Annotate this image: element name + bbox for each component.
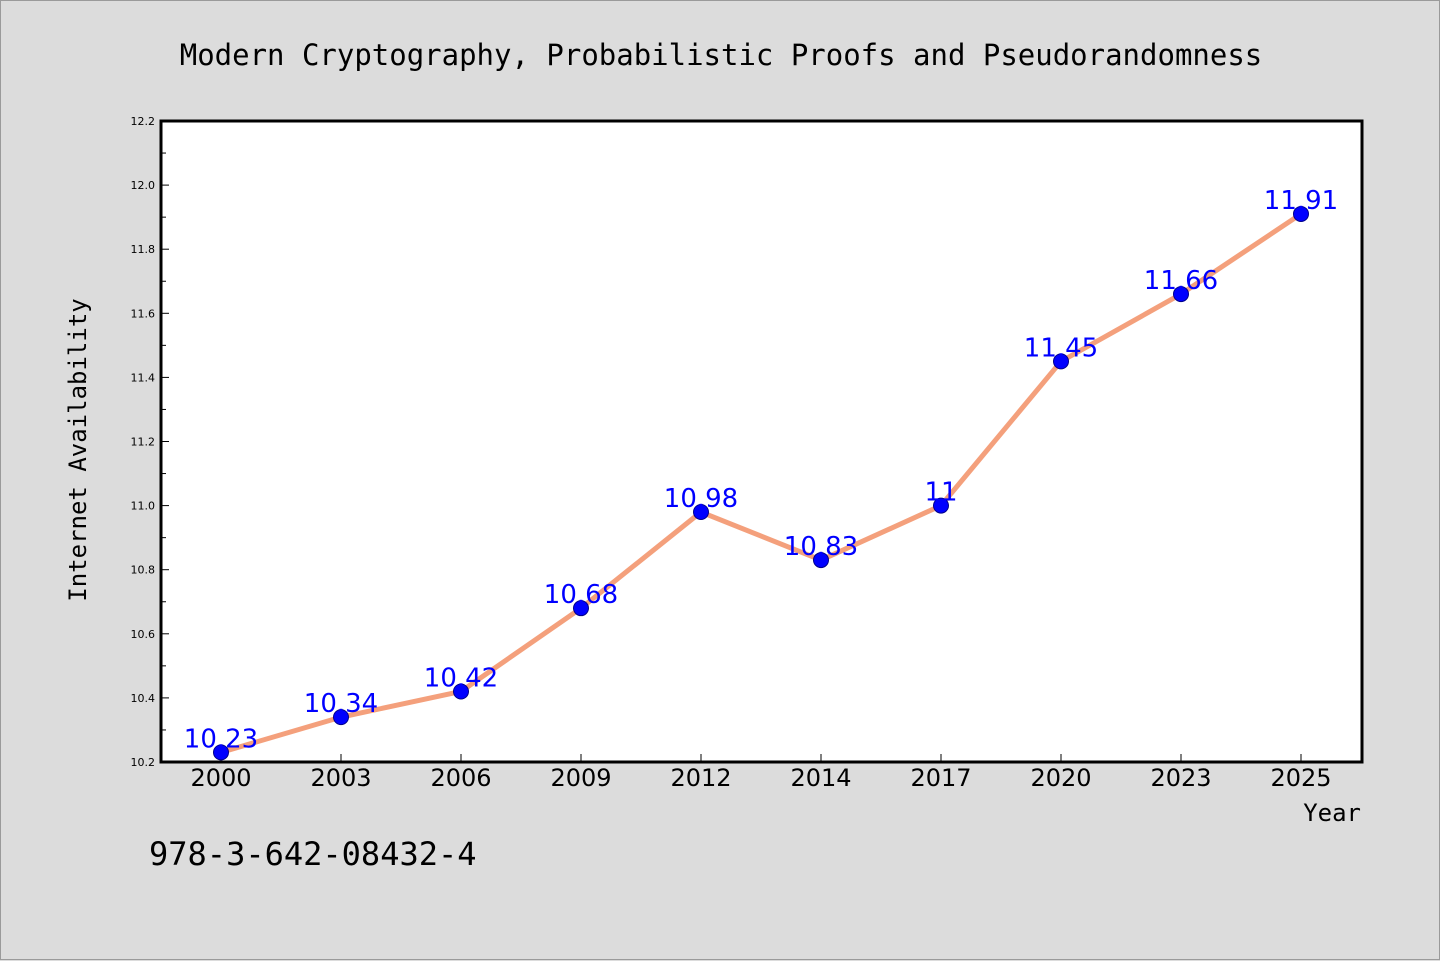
y-axis-ticks: 10.2 10.4 10.6 10.8 11.0 11.2 11.4 11.6 11.8 12.0… [131, 115, 169, 769]
y-tick-label: 12.2 [131, 115, 156, 128]
x-tick-label: 2023 [1150, 764, 1211, 792]
x-tick-label: 2003 [310, 764, 371, 792]
data-point-marker [333, 709, 349, 726]
x-tick-label: 2014 [790, 764, 851, 792]
data-point-marker [693, 504, 709, 521]
data-label: 10.98 [664, 484, 738, 514]
y-tick-label: 11.6 [131, 307, 156, 320]
y-tick-label: 11.2 [131, 436, 156, 449]
chart-title: Modern Cryptography, Probabilistic Proof… [180, 38, 1263, 72]
y-tick-label: 11.0 [131, 500, 156, 513]
x-axis-label: Year [1303, 799, 1361, 827]
plot-area [159, 119, 1364, 764]
x-tick-label: 2006 [430, 764, 491, 792]
data-point-marker [1173, 286, 1189, 303]
data-markers [213, 205, 1309, 761]
y-tick-label: 11.8 [131, 243, 156, 256]
data-point-marker [213, 744, 229, 761]
x-tick-label: 2020 [1030, 764, 1091, 792]
x-tick-label: 2025 [1270, 764, 1331, 792]
y-tick-label: 10.8 [131, 564, 156, 577]
x-tick-label: 2012 [670, 764, 731, 792]
x-axis-ticks: 2000 2003 2006 2009 2012 2014 2017 2020 2023 2025 [190, 754, 1332, 792]
data-label: 10.68 [544, 580, 618, 610]
data-point-marker [453, 683, 469, 700]
data-label: 11.91 [1264, 186, 1338, 216]
data-labels: 10.23 10.34 10.42 10.68 10.98 10.83 11 11.45 11.… [184, 186, 1338, 754]
data-point-marker [573, 600, 589, 617]
data-label: 11.66 [1144, 266, 1218, 296]
data-label: 11.45 [1024, 333, 1098, 363]
data-point-marker [933, 497, 949, 514]
data-label: 10.23 [184, 724, 258, 754]
data-label: 10.42 [424, 663, 498, 693]
y-tick-label: 10.2 [131, 756, 156, 769]
y-tick-label: 11.4 [131, 371, 156, 384]
x-tick-label: 2000 [190, 764, 251, 792]
data-point-marker [1293, 205, 1309, 222]
isbn-text: 978-3-642-08432-4 [149, 835, 477, 873]
data-label: 11 [924, 478, 957, 508]
series-line [220, 211, 1303, 755]
y-tick-label: 12.0 [131, 179, 156, 192]
y-tick-label: 10.4 [131, 692, 156, 705]
data-label: 10.34 [304, 689, 378, 719]
x-tick-label: 2009 [550, 764, 611, 792]
data-point-marker [813, 552, 829, 569]
y-tick-label: 10.6 [131, 628, 156, 641]
x-tick-label: 2017 [910, 764, 971, 792]
data-point-marker [1053, 353, 1069, 370]
y-axis-label: Internet Availability [64, 298, 92, 601]
data-label: 10.83 [784, 532, 858, 562]
